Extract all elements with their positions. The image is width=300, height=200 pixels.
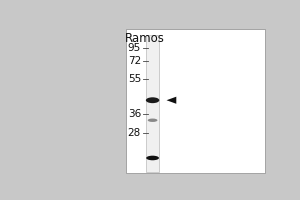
Polygon shape <box>167 97 176 104</box>
Text: 72: 72 <box>128 56 141 66</box>
Ellipse shape <box>148 119 158 122</box>
Ellipse shape <box>146 97 159 103</box>
Bar <box>126 29 266 173</box>
Text: Ramos: Ramos <box>124 32 164 45</box>
Text: 95: 95 <box>128 43 141 53</box>
Text: 28: 28 <box>128 128 141 138</box>
Ellipse shape <box>146 156 159 160</box>
Bar <box>146 35 159 172</box>
Text: 36: 36 <box>128 109 141 119</box>
Text: 55: 55 <box>128 74 141 84</box>
